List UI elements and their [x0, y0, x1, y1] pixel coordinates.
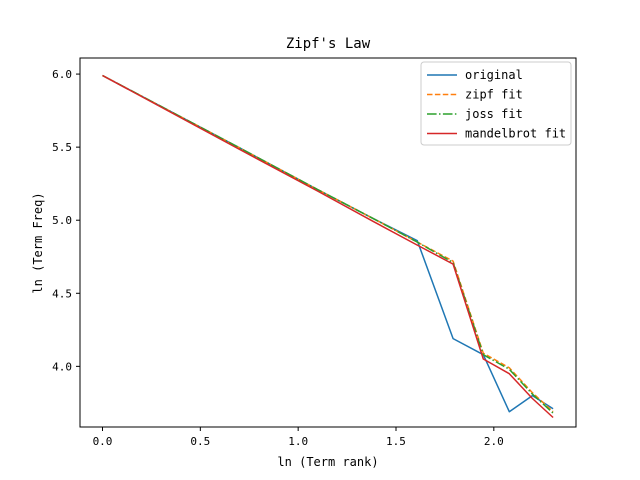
x-tick-label: 0.5	[190, 435, 210, 448]
series-line-joss-fit	[102, 74, 554, 414]
plot-frame	[79, 57, 577, 428]
y-axis-label: ln (Term Freq)	[31, 192, 45, 293]
y-axis-ticks: 4.0 4.5 5.0 5.5 6.0	[52, 68, 80, 373]
chart-title: Zipf's Law	[286, 36, 371, 52]
x-tick-label: 0.0	[93, 435, 113, 448]
legend-label: mandelbrot fit	[465, 127, 566, 141]
x-tick-label: 2.0	[484, 435, 504, 448]
y-tick-label: 4.0	[52, 360, 72, 373]
y-tick-label: 4.5	[52, 287, 72, 300]
x-tick-label: 1.0	[288, 435, 308, 448]
legend-box	[420, 61, 572, 146]
y-tick-label: 5.0	[52, 214, 72, 227]
y-tick-label: 6.0	[52, 68, 72, 81]
series-line-mandelbrot-fit	[102, 74, 554, 419]
x-axis-label: ln (Term rank)	[277, 455, 378, 469]
x-tick-label: 1.5	[386, 435, 406, 448]
legend-label: zipf fit	[465, 88, 523, 102]
legend-label: joss fit	[465, 107, 523, 121]
legend: original zipf fit joss fit mandelbrot fit	[420, 61, 572, 146]
y-tick-label: 5.5	[52, 141, 72, 154]
legend-label: original	[465, 68, 523, 82]
x-axis-ticks: 0.0 0.5 1.0 1.5 2.0	[93, 427, 504, 448]
plot-lines	[102, 74, 554, 419]
